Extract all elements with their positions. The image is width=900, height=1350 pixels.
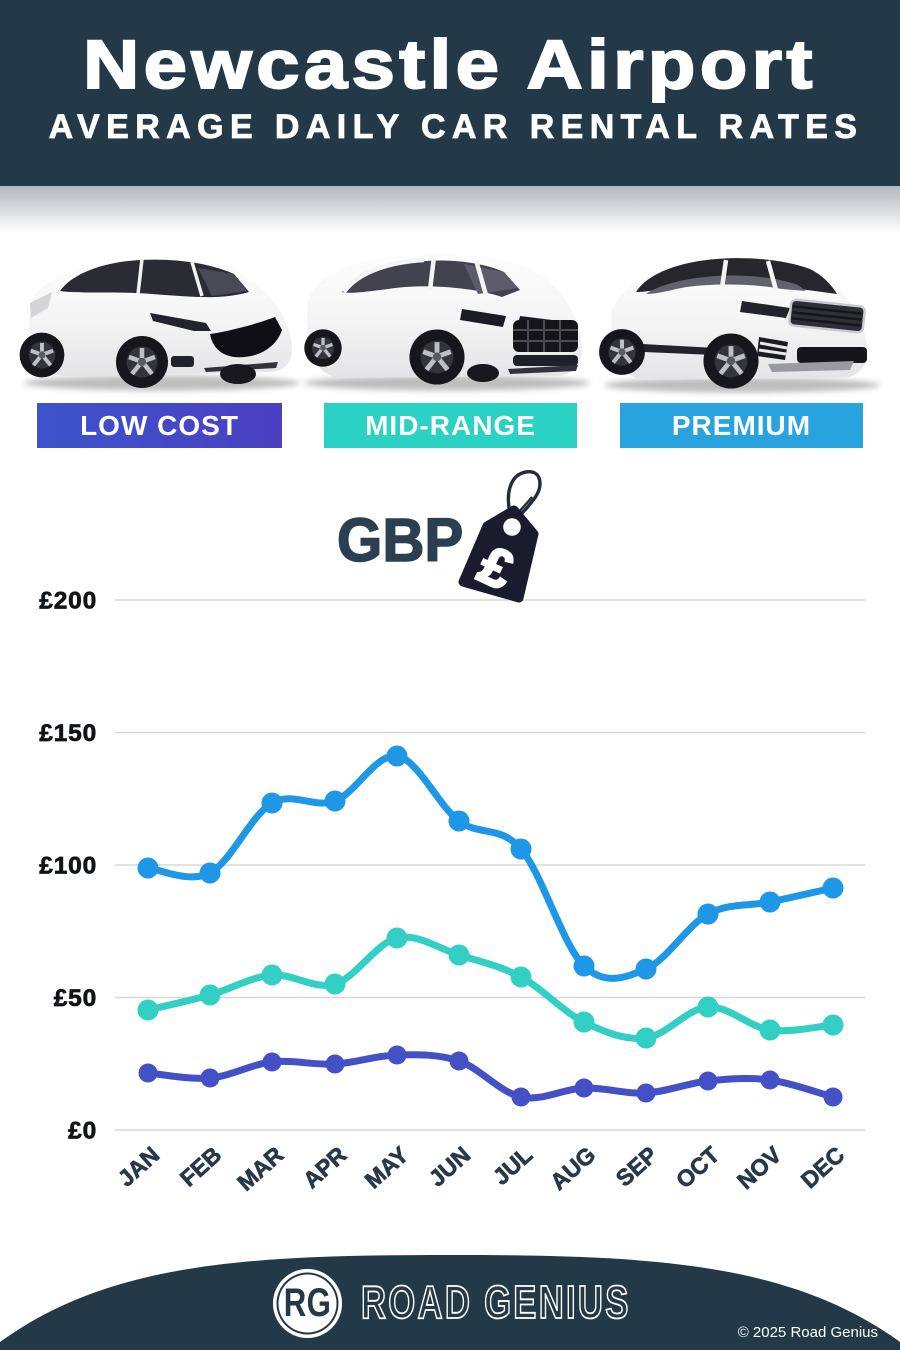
svg-text:AUG: AUG: [545, 1141, 600, 1195]
svg-text:£0: £0: [68, 1118, 97, 1145]
svg-text:MAY: MAY: [360, 1141, 414, 1193]
svg-text:£200: £200: [39, 588, 97, 615]
svg-text:JUL: JUL: [488, 1141, 538, 1189]
svg-text:SEP: SEP: [611, 1141, 663, 1191]
svg-text:NOV: NOV: [732, 1141, 787, 1194]
svg-text:DEC: DEC: [796, 1141, 849, 1193]
svg-text:JAN: JAN: [113, 1141, 165, 1191]
svg-text:MAR: MAR: [232, 1141, 289, 1196]
svg-text:£50: £50: [54, 985, 97, 1012]
svg-text:JUN: JUN: [424, 1141, 476, 1191]
svg-text:OCT: OCT: [671, 1141, 724, 1193]
svg-text:APR: APR: [298, 1141, 352, 1193]
svg-text:£150: £150: [39, 720, 97, 747]
svg-text:£100: £100: [39, 853, 97, 880]
svg-text:FEB: FEB: [175, 1141, 227, 1191]
